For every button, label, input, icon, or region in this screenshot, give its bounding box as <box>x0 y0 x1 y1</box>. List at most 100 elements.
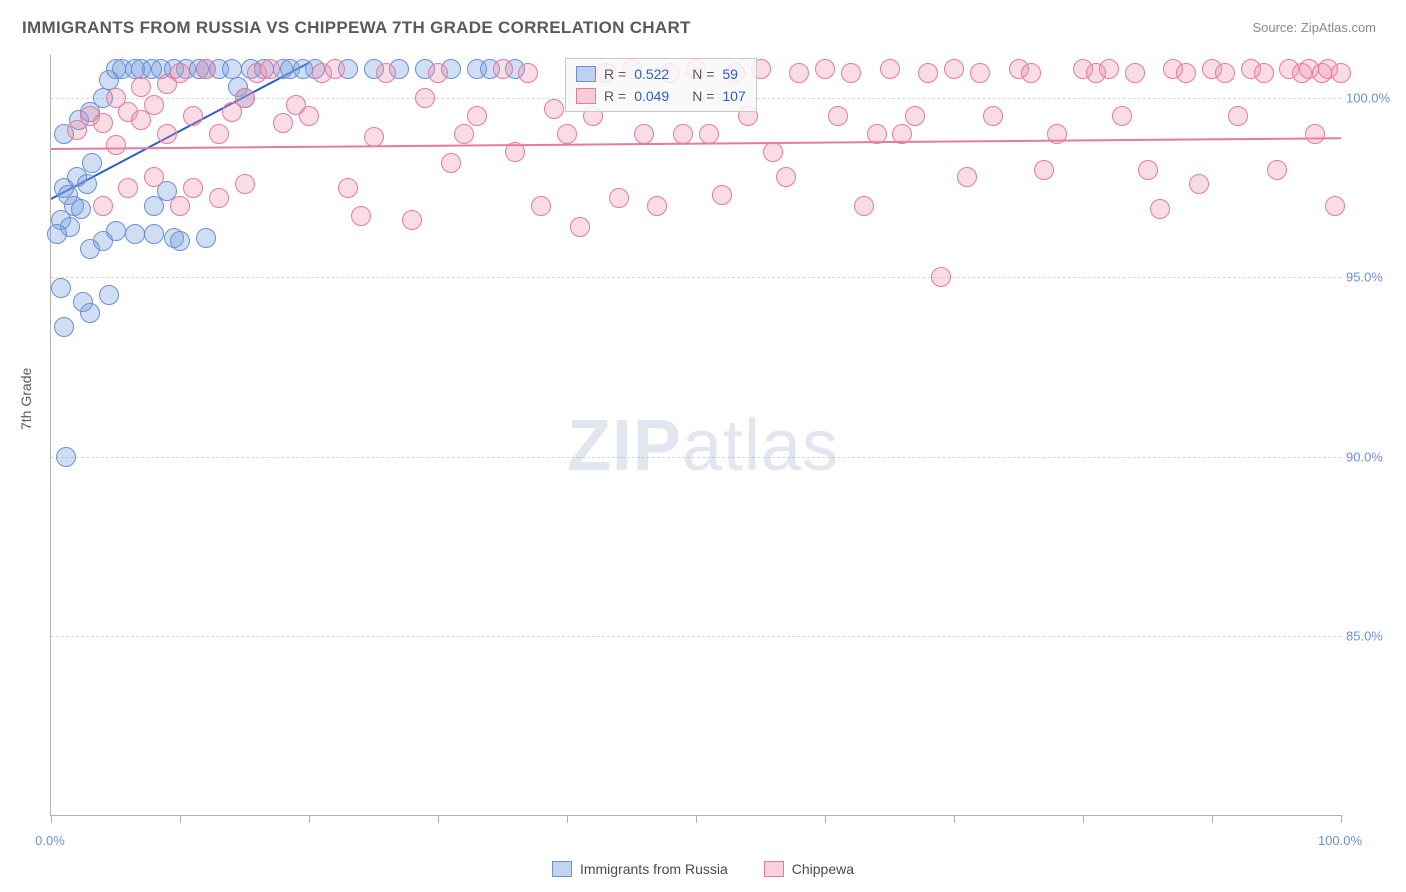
data-point <box>209 188 229 208</box>
data-point <box>454 124 474 144</box>
data-point <box>80 303 100 323</box>
data-point <box>144 95 164 115</box>
data-point <box>415 88 435 108</box>
correlation-legend: R =0.522N =59R =0.049N =107 <box>565 58 757 112</box>
r-value: 0.049 <box>634 85 684 107</box>
x-tick-label: 0.0% <box>35 833 65 848</box>
x-tick <box>567 815 568 823</box>
data-point <box>892 124 912 144</box>
legend-label: Chippewa <box>792 861 854 877</box>
data-point <box>841 63 861 83</box>
x-tick <box>954 815 955 823</box>
data-point <box>789 63 809 83</box>
r-value: 0.522 <box>634 63 684 85</box>
data-point <box>712 185 732 205</box>
data-point <box>170 231 190 251</box>
n-label: N = <box>692 63 714 85</box>
plot-area: 85.0%90.0%95.0%100.0% <box>50 55 1341 816</box>
data-point <box>183 106 203 126</box>
data-point <box>505 142 525 162</box>
data-point <box>1099 59 1119 79</box>
data-point <box>144 167 164 187</box>
n-value: 107 <box>722 85 745 107</box>
data-point <box>1047 124 1067 144</box>
data-point <box>1267 160 1287 180</box>
data-point <box>71 199 91 219</box>
data-point <box>570 217 590 237</box>
data-point <box>106 88 126 108</box>
r-label: R = <box>604 85 626 107</box>
trend-line <box>51 137 1341 150</box>
y-tick-label: 100.0% <box>1346 91 1401 106</box>
data-point <box>918 63 938 83</box>
data-point <box>867 124 887 144</box>
x-tick <box>180 815 181 823</box>
x-tick <box>696 815 697 823</box>
source-label: Source: ZipAtlas.com <box>1252 20 1376 35</box>
data-point <box>544 99 564 119</box>
data-point <box>815 59 835 79</box>
data-point <box>673 124 693 144</box>
legend-swatch <box>576 66 596 82</box>
data-point <box>905 106 925 126</box>
data-point <box>364 127 384 147</box>
data-point <box>1138 160 1158 180</box>
data-point <box>1021 63 1041 83</box>
n-label: N = <box>692 85 714 107</box>
data-point <box>125 224 145 244</box>
data-point <box>428 63 448 83</box>
data-point <box>1254 63 1274 83</box>
data-point <box>763 142 783 162</box>
data-point <box>647 196 667 216</box>
x-tick <box>309 815 310 823</box>
legend-swatch <box>576 88 596 104</box>
data-point <box>931 267 951 287</box>
data-point <box>957 167 977 187</box>
data-point <box>1125 63 1145 83</box>
data-point <box>144 224 164 244</box>
data-point <box>531 196 551 216</box>
data-point <box>99 285 119 305</box>
data-point <box>273 113 293 133</box>
x-tick <box>438 815 439 823</box>
data-point <box>518 63 538 83</box>
data-point <box>402 210 422 230</box>
data-point <box>93 113 113 133</box>
data-point <box>170 63 190 83</box>
data-point <box>1189 174 1209 194</box>
data-point <box>170 196 190 216</box>
data-point <box>260 59 280 79</box>
data-point <box>1176 63 1196 83</box>
legend-row: R = 0.049 N = 107 <box>576 85 746 107</box>
data-point <box>854 196 874 216</box>
x-tick-label: 100.0% <box>1318 833 1362 848</box>
data-point <box>106 135 126 155</box>
data-point <box>699 124 719 144</box>
legend-row: R =0.522N =59 <box>576 63 746 85</box>
data-point <box>54 317 74 337</box>
chart-title: IMMIGRANTS FROM RUSSIA VS CHIPPEWA 7TH G… <box>22 18 691 38</box>
data-point <box>1034 160 1054 180</box>
data-point <box>467 106 487 126</box>
data-point <box>441 153 461 173</box>
r-label: R = <box>604 63 626 85</box>
series-legend: Immigrants from Russia Chippewa <box>0 861 1406 880</box>
data-point <box>1325 196 1345 216</box>
data-point <box>970 63 990 83</box>
y-axis-title: 7th Grade <box>18 368 34 430</box>
data-point <box>77 174 97 194</box>
x-tick <box>1083 815 1084 823</box>
data-point <box>1215 63 1235 83</box>
data-point <box>828 106 848 126</box>
data-point <box>82 153 102 173</box>
legend-label: Immigrants from Russia <box>580 861 728 877</box>
data-point <box>983 106 1003 126</box>
data-point <box>609 188 629 208</box>
data-point <box>235 174 255 194</box>
x-tick <box>1341 815 1342 823</box>
data-point <box>880 59 900 79</box>
data-point <box>51 278 71 298</box>
data-point <box>1228 106 1248 126</box>
data-point <box>776 167 796 187</box>
data-point <box>106 221 126 241</box>
